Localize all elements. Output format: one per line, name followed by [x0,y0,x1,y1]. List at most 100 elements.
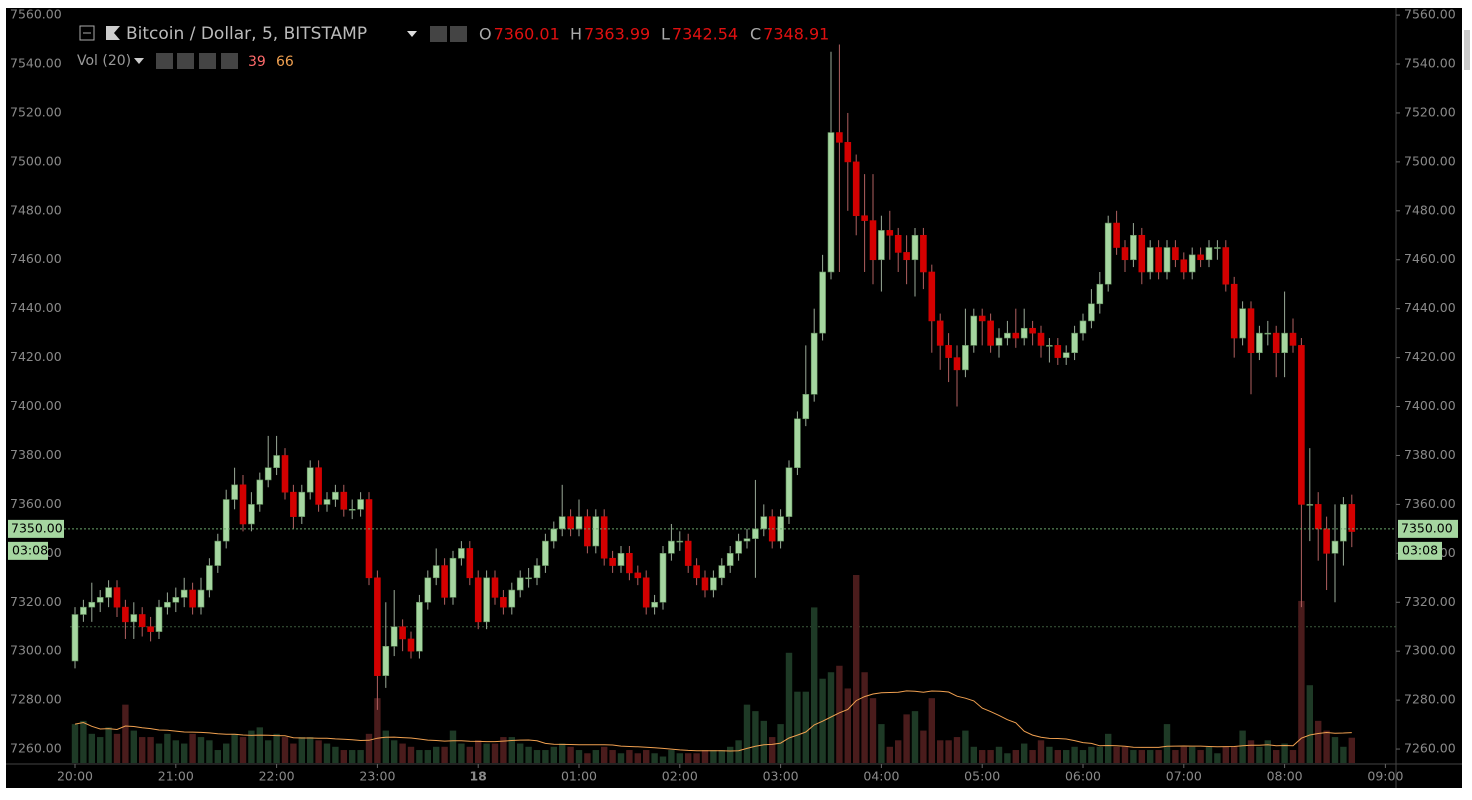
candle-body [920,234,927,273]
y-tick-label: 7400.00 [1404,398,1456,413]
candle-body [819,271,826,334]
candle-body [1331,540,1339,554]
volume-bar [1029,750,1036,763]
candle-body [424,577,432,603]
countdown-badge [1398,541,1442,560]
volume-bar [298,737,305,763]
candle-body [96,597,104,603]
volume-bar [584,753,591,763]
candle-body [600,516,608,559]
volume-bar [1180,746,1187,763]
vol-settings-button[interactable] [177,53,194,69]
volume-bar [987,750,994,763]
flag-icon[interactable] [106,26,120,40]
volume-bar [1105,733,1112,763]
volume-bar [550,746,557,763]
volume-bar [349,750,356,763]
candle-body [449,557,457,598]
volume-bar [407,746,415,763]
volume-bar [88,733,95,763]
volume-bar [685,753,692,763]
candle-body [130,614,138,623]
y-tick-label: 7560.00 [1404,7,1456,22]
candle-body [365,499,373,579]
volume-bar [617,753,625,763]
x-tick-label: 01:00 [561,769,597,784]
volume-bar [1231,746,1238,763]
volume-bar [1071,746,1078,763]
vol-visibility-button[interactable] [156,53,173,69]
candle-body [878,230,885,261]
volume-bar [760,720,767,763]
scrollbar[interactable] [1464,30,1470,70]
y-tick-label: 7500.00 [10,153,62,168]
y-tick-label: 7320.00 [10,594,62,609]
volume-bar [491,743,499,763]
volume-bar [785,652,793,763]
y-tick-label: 7260.00 [1404,741,1456,756]
candle-body [1096,283,1104,305]
volume-bar [769,737,776,763]
vol-remove-button[interactable] [221,53,238,69]
candle-body [1230,283,1238,339]
candle-body [1004,332,1011,339]
x-tick-label: 04:00 [863,769,899,784]
volume-bar [1340,746,1347,763]
candle-body [1130,234,1137,261]
candle-body [71,614,79,662]
volume-bar [340,750,347,763]
symbol-dropdown[interactable] [407,31,417,37]
candle-body [533,565,541,579]
candle-body [164,601,171,608]
candle-body [1272,332,1280,354]
volume-bar [357,750,364,763]
volume-bar [634,753,641,763]
candle-body [684,540,692,566]
candle-body [659,553,667,603]
volume-bar [1079,750,1087,763]
volume-bar [155,743,163,763]
y-tick-label: 7300.00 [1404,643,1456,658]
candle-body [1138,234,1146,273]
collapse-button[interactable] [79,25,95,41]
x-tick-label: 07:00 [1166,769,1202,784]
countdown-badge [8,541,48,560]
candle-body [298,491,306,517]
candle-body [987,320,994,346]
volume-bar [374,698,381,763]
volume-bar [113,733,121,763]
candle-body [88,601,96,608]
volume-bar [533,750,541,763]
volume-bar [995,746,1003,763]
volume-bar [382,730,389,763]
visibility-button[interactable] [430,26,447,42]
volume-bar [836,665,843,763]
volume-bar [559,743,566,763]
volume-bar [752,711,759,763]
vol-more-button[interactable] [199,53,216,69]
candle-body [189,589,196,608]
volume-bar [903,714,910,763]
y-tick-label: 7260.00 [10,741,62,756]
volume-bar [1289,750,1297,763]
candle-body [1104,222,1112,285]
candle-body [693,565,700,579]
volume-bar [189,733,196,763]
volume-bar [181,743,188,763]
settings-button[interactable] [450,26,467,42]
x-tick-label: 23:00 [359,769,395,784]
y-tick-label: 7420.00 [1404,349,1456,364]
candle-body [743,538,751,542]
volume-bar [601,746,608,763]
ohlc-value: 7342.54 [672,25,738,44]
candle-body [80,606,87,615]
volume-dropdown[interactable] [134,58,144,64]
ohlc-letter: O [479,25,492,44]
candle-body [1197,254,1204,261]
volume-bar [1331,737,1339,763]
candle-body [869,220,877,261]
candle-body [407,638,415,652]
candle-body [726,553,734,566]
volume-bar [861,672,868,763]
